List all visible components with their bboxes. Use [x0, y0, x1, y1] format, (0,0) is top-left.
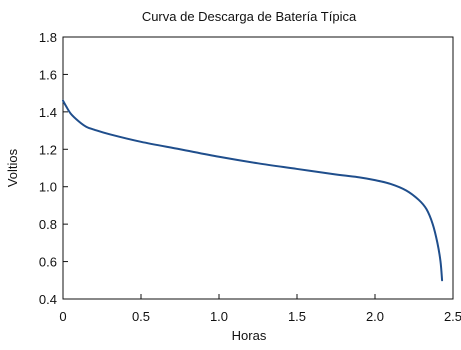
x-tick-label: 2.0 [366, 309, 384, 324]
y-tick-label: 0.8 [39, 217, 57, 232]
x-tick-label: 2.5 [444, 309, 461, 324]
y-tick-label: 0.4 [39, 292, 57, 307]
x-tick-label: 0.5 [132, 309, 150, 324]
y-tick-label: 1.0 [39, 180, 57, 195]
x-tick-label: 1.5 [288, 309, 306, 324]
discharge-curve-line [62, 99, 444, 282]
plot-frame [62, 36, 454, 300]
y-axis-label: Voltios [5, 148, 20, 187]
y-tick-label: 1.2 [39, 142, 57, 157]
x-tick-label: 1.0 [210, 309, 228, 324]
y-tick-label: 1.4 [39, 105, 57, 120]
y-tick-label: 1.8 [39, 30, 57, 45]
x-axis: 0 0.5 1.0 1.5 2.0 2.5 [59, 294, 461, 324]
chart-title: Curva de Descarga de Batería Típica [142, 9, 357, 24]
x-axis-label: Horas [232, 328, 267, 343]
y-tick-label: 0.6 [39, 255, 57, 270]
x-tick-label: 0 [59, 309, 66, 324]
y-tick-label: 1.6 [39, 67, 57, 82]
y-axis: 0.4 0.6 0.8 1.0 1.2 1.4 1.6 1.8 [39, 30, 68, 307]
